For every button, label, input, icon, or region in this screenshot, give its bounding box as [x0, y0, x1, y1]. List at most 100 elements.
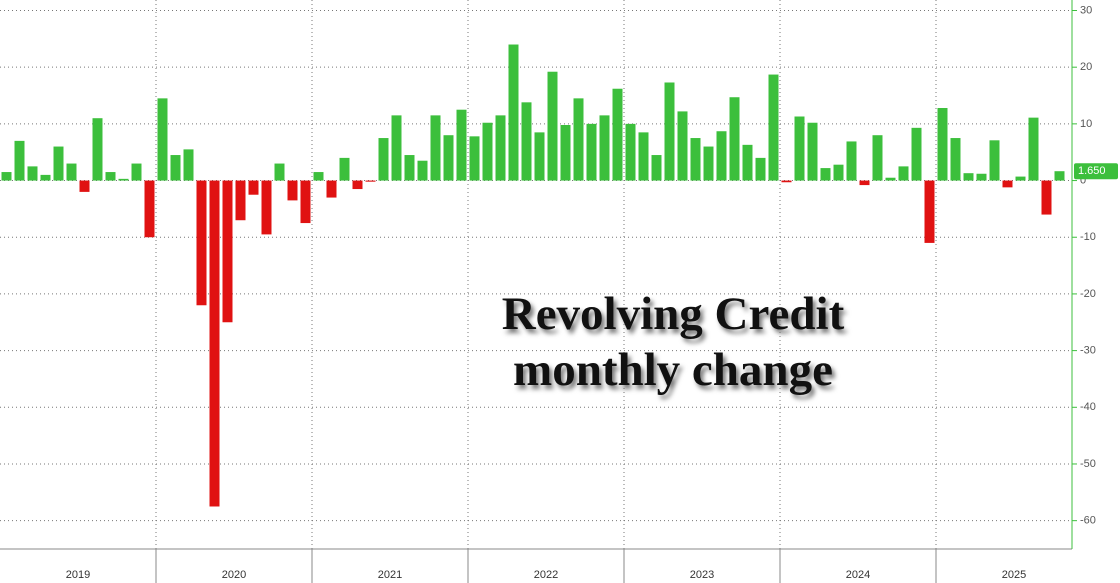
- bar: [612, 88, 623, 181]
- bar: [937, 107, 948, 181]
- bar: [248, 180, 259, 195]
- bar: [157, 98, 168, 181]
- x-tick-label: 2021: [378, 569, 402, 581]
- bar: [794, 116, 805, 181]
- y-tick-label: -50: [1080, 458, 1096, 470]
- bar: [976, 173, 987, 181]
- bar: [352, 180, 363, 190]
- bar: [651, 155, 662, 181]
- bar: [183, 149, 194, 181]
- bar: [1054, 171, 1065, 181]
- bar: [781, 180, 792, 183]
- bar: [92, 118, 103, 181]
- y-tick-label: -60: [1080, 515, 1096, 527]
- bar: [807, 122, 818, 181]
- bar: [677, 111, 688, 181]
- bar: [339, 157, 350, 181]
- bar: [170, 155, 181, 181]
- bar: [638, 132, 649, 181]
- bar: [963, 173, 974, 181]
- bar: [599, 115, 610, 181]
- bar: [690, 138, 701, 181]
- bar: [846, 141, 857, 181]
- bar: [287, 180, 298, 201]
- bar: [326, 180, 337, 198]
- bar: [378, 138, 389, 181]
- bar: [989, 140, 1000, 181]
- bar: [1041, 180, 1052, 215]
- bar: [716, 131, 727, 181]
- y-tick-label: 20: [1080, 61, 1092, 73]
- bar: [872, 135, 883, 181]
- bar: [495, 115, 506, 181]
- bar: [131, 163, 142, 181]
- x-tick-label: 2023: [690, 569, 714, 581]
- y-tick-label: -30: [1080, 345, 1096, 357]
- bar: [365, 180, 376, 182]
- chart-title: Revolving Credit monthly change: [501, 288, 845, 396]
- bar: [755, 157, 766, 181]
- bar: [209, 180, 220, 507]
- bar: [742, 144, 753, 181]
- bar: [924, 180, 935, 243]
- bar: [222, 180, 233, 323]
- bar: [300, 180, 311, 224]
- bar: [482, 122, 493, 181]
- bar: [911, 127, 922, 181]
- bar: [456, 109, 467, 181]
- bar: [898, 166, 909, 181]
- bar: [508, 44, 519, 181]
- bar: [625, 123, 636, 181]
- bar: [27, 166, 38, 181]
- bar: [235, 180, 246, 221]
- bar: [313, 172, 324, 181]
- bar: [105, 172, 116, 181]
- bar: [430, 115, 441, 181]
- x-tick-label: 2020: [222, 569, 246, 581]
- x-tick-label: 2019: [66, 569, 90, 581]
- bar: [729, 97, 740, 181]
- bar: [1028, 117, 1039, 181]
- y-tick-label: -40: [1080, 401, 1096, 413]
- bar: [196, 180, 207, 306]
- value-label: 1.650: [1078, 165, 1106, 177]
- bar: [820, 168, 831, 181]
- bar: [664, 82, 675, 181]
- bar: [1002, 180, 1013, 188]
- y-tick-label: -20: [1080, 288, 1096, 300]
- bar: [547, 71, 558, 181]
- bar: [534, 132, 545, 181]
- bar: [521, 102, 532, 181]
- bar: [14, 140, 25, 181]
- bar: [404, 155, 415, 181]
- y-tick-label: -10: [1080, 231, 1096, 243]
- bar: [144, 180, 155, 238]
- bar: [261, 180, 272, 235]
- x-tick-label: 2022: [534, 569, 558, 581]
- bar: [469, 136, 480, 181]
- bar: [274, 163, 285, 181]
- value-label-box: [1074, 163, 1118, 180]
- bar: [53, 146, 64, 181]
- bar: [66, 163, 77, 181]
- bar: [560, 125, 571, 181]
- y-tick-label: 10: [1080, 118, 1092, 130]
- bar: [586, 123, 597, 181]
- bar: [79, 180, 90, 192]
- x-tick-label: 2024: [846, 569, 870, 581]
- bar: [391, 115, 402, 181]
- y-tick-label: 30: [1080, 4, 1092, 16]
- bar: [950, 138, 961, 181]
- y-tick-label: 0: [1080, 174, 1086, 186]
- bar: [118, 178, 129, 181]
- bar: [573, 98, 584, 181]
- bar: [1015, 176, 1026, 181]
- bar: [833, 164, 844, 181]
- bar: [417, 160, 428, 181]
- bar: [885, 177, 896, 181]
- bar: [768, 74, 779, 181]
- x-tick-label: 2025: [1002, 569, 1026, 581]
- bar: [40, 174, 51, 181]
